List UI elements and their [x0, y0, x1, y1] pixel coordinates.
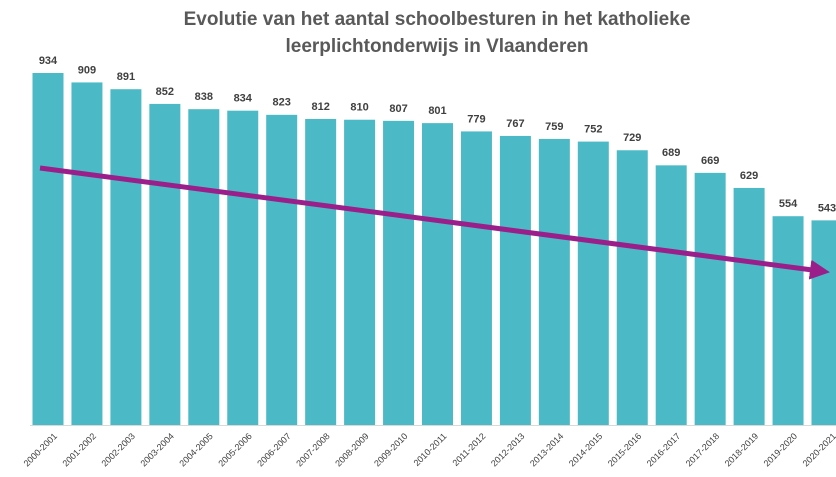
x-tick-label: 2000-2001 — [22, 431, 60, 469]
x-tick-label: 2007-2008 — [294, 431, 332, 469]
bar — [733, 187, 765, 425]
bar — [266, 114, 298, 425]
value-label: 838 — [195, 91, 213, 103]
bar — [460, 131, 492, 426]
bar — [383, 120, 415, 426]
value-label: 729 — [623, 132, 641, 144]
bar — [616, 150, 648, 425]
value-label: 852 — [156, 86, 174, 98]
x-tick-label: 2014-2015 — [567, 431, 605, 469]
bar — [149, 103, 181, 426]
x-tick-label: 2003-2004 — [138, 431, 176, 469]
value-label: 752 — [584, 123, 602, 135]
x-tick-label: 2012-2013 — [489, 431, 527, 469]
bar — [694, 172, 726, 425]
value-label: 807 — [389, 103, 407, 115]
x-tick-label: 2017-2018 — [684, 431, 722, 469]
trend-arrow — [39, 165, 830, 280]
x-tick-label: 2011-2012 — [451, 431, 488, 468]
bar — [655, 165, 687, 425]
x-tick-label: 2005-2006 — [216, 431, 254, 469]
bar — [188, 109, 220, 425]
bar — [32, 73, 64, 425]
bar — [422, 123, 453, 425]
chart-title: Evolutie van het aantal schoolbesturen i… — [184, 9, 691, 30]
x-tick-label: 2006-2007 — [255, 431, 293, 469]
bar — [110, 89, 142, 425]
value-label: 801 — [428, 105, 446, 117]
bar — [772, 216, 804, 425]
value-label: 909 — [78, 64, 96, 76]
bar — [71, 82, 103, 425]
x-tick-label: 2001-2002 — [61, 431, 99, 469]
bar — [305, 118, 337, 426]
value-label: 834 — [234, 93, 253, 105]
x-tick-label: 2019-2020 — [762, 431, 800, 469]
value-label: 759 — [545, 121, 563, 133]
x-tick-label: 2010-2011 — [412, 431, 449, 468]
bar — [227, 110, 259, 425]
x-tick-label: 2015-2016 — [606, 431, 644, 469]
value-label: 669 — [701, 155, 719, 167]
bar — [577, 141, 609, 425]
value-label: 689 — [662, 147, 680, 159]
x-tick-label: 2002-2003 — [99, 431, 137, 469]
chart-title: leerplichtonderwijs in Vlaanderen — [285, 36, 588, 57]
value-label: 934 — [39, 55, 58, 67]
value-label: 891 — [117, 71, 135, 83]
value-label: 767 — [506, 118, 524, 130]
value-label: 810 — [350, 102, 368, 114]
x-tick-label: 2008-2009 — [333, 431, 371, 469]
bar — [344, 119, 376, 425]
bar — [499, 135, 531, 425]
bar — [811, 220, 836, 425]
bar — [538, 138, 570, 426]
value-label: 812 — [311, 101, 329, 113]
value-label: 554 — [779, 198, 798, 210]
x-tick-label: 2004-2005 — [177, 431, 215, 469]
value-label: 823 — [273, 97, 291, 109]
bars — [32, 73, 836, 426]
value-label: 629 — [740, 170, 758, 182]
x-tick-label: 2009-2010 — [372, 431, 410, 469]
x-tick-label: 2016-2017 — [645, 431, 683, 469]
value-label: 779 — [467, 113, 485, 125]
x-tick-label: 2013-2014 — [528, 431, 566, 469]
x-tick-label: 2018-2019 — [723, 431, 761, 469]
x-tick-label: 2020-2021 — [801, 431, 836, 469]
value-label: 543 — [818, 202, 836, 214]
